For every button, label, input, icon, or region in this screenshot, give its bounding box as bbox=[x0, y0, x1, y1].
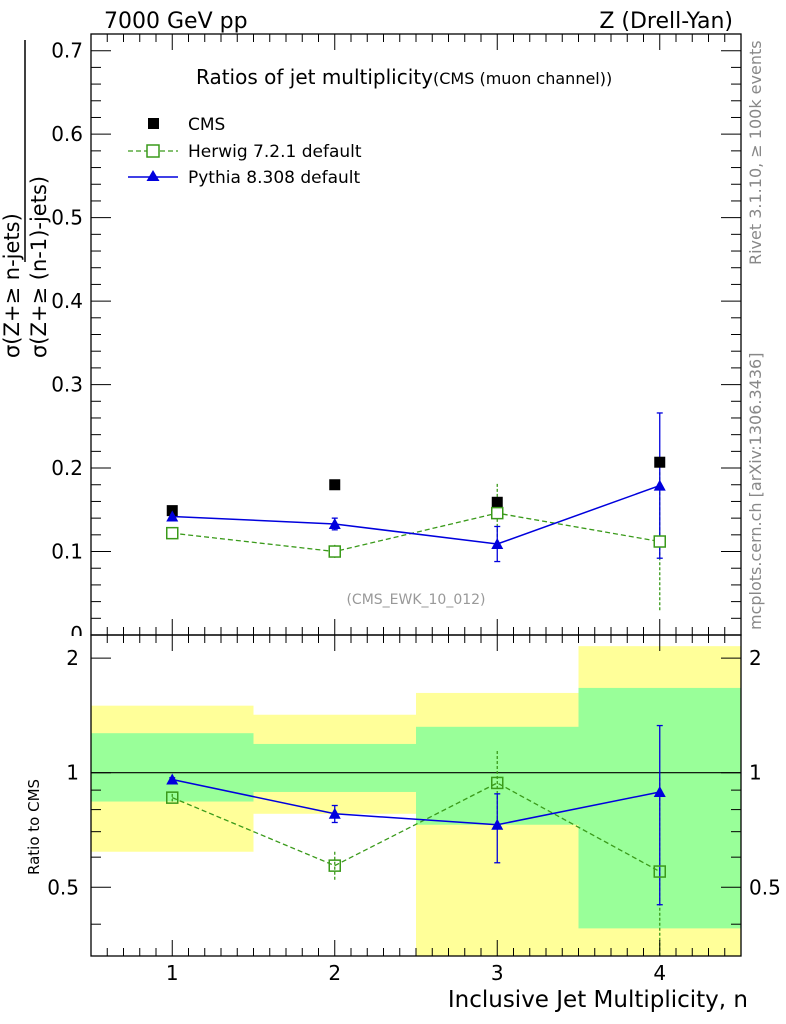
legend-herwig-label: Herwig 7.2.1 default bbox=[188, 142, 362, 162]
herwig-marker bbox=[653, 535, 666, 548]
ratio-y-tick-label: 2 bbox=[66, 646, 79, 670]
pythia-marker bbox=[491, 538, 504, 550]
main-y-tick-label: 0.3 bbox=[51, 373, 83, 397]
ratio-bands bbox=[91, 646, 741, 956]
legend: CMS Herwig 7.2.1 default Pythia 8.308 de… bbox=[128, 115, 362, 188]
herwig-ratio-marker bbox=[328, 859, 341, 872]
pythia-marker bbox=[653, 479, 666, 491]
ratio-plot-layer bbox=[166, 724, 666, 956]
legend-cms-label: CMS bbox=[188, 115, 225, 135]
cms-marker bbox=[329, 479, 341, 491]
chart-title: Ratios of jet multiplicity(CMS (muon cha… bbox=[196, 65, 612, 89]
pythia-ratio-marker bbox=[166, 773, 179, 785]
x-tick-label: 1 bbox=[166, 961, 179, 985]
herwig-ratio-line bbox=[171, 782, 661, 873]
ratio-y-axis-label: Ratio to CMS bbox=[25, 779, 43, 875]
main-y-tick-label: 0.2 bbox=[51, 456, 83, 480]
main-y-tick-label: 0.1 bbox=[51, 540, 83, 564]
x-tick-label: 3 bbox=[491, 961, 504, 985]
herwig-ratio-marker bbox=[491, 776, 504, 790]
header-right: Z (Drell-Yan) bbox=[599, 9, 733, 34]
ratio-y-tick-label-right: 1 bbox=[749, 761, 762, 785]
x-tick-label: 4 bbox=[653, 961, 666, 985]
main-y-tick-label: 0.6 bbox=[51, 122, 83, 146]
pythia-ratio-marker bbox=[328, 807, 341, 819]
x-axis-label: Inclusive Jet Multiplicity, n bbox=[448, 987, 748, 1013]
main-plot-layer bbox=[166, 412, 666, 611]
rivet-label: Rivet 3.1.10, ≥ 100k events bbox=[746, 40, 765, 265]
y-label-denominator: σ(Z+≥ (n-1)-jets) bbox=[27, 176, 51, 358]
herwig-ratio-marker bbox=[166, 791, 179, 804]
legend-herwig-marker bbox=[146, 144, 160, 158]
analysis-id: (CMS_EWK_10_012) bbox=[346, 592, 485, 608]
pythia-ratio-marker bbox=[653, 785, 666, 797]
main-y-tick-label: 0.4 bbox=[51, 289, 83, 313]
herwig-line bbox=[172, 512, 660, 553]
pythia-ratio-line bbox=[172, 778, 660, 826]
mcplots-label: mcplots.cern.ch [arXiv:1306.3436] bbox=[746, 353, 765, 630]
herwig-marker bbox=[328, 545, 341, 558]
pythia-marker bbox=[166, 510, 179, 522]
zero-label-mask bbox=[66, 636, 90, 646]
main-y-axis-label: σ(Z+≥ n-jets) σ(Z+≥ (n-1)-jets) bbox=[0, 40, 51, 358]
cms-marker bbox=[491, 496, 503, 508]
legend-pythia-marker bbox=[146, 170, 160, 181]
header-left: 7000 GeV pp bbox=[104, 9, 248, 34]
x-tick-label: 2 bbox=[328, 961, 341, 985]
herwig-marker bbox=[166, 526, 179, 540]
ratio-y-tick-label-right: 2 bbox=[749, 646, 762, 670]
pythia-ratio-marker bbox=[491, 818, 504, 830]
pythia-line bbox=[172, 484, 661, 545]
pythia-marker bbox=[328, 517, 341, 529]
ratio-y-tick-label: 0.5 bbox=[47, 875, 79, 899]
ratio-y-tick-label: 1 bbox=[66, 761, 79, 785]
herwig-marker bbox=[491, 506, 504, 520]
axes-layer: 1 2 3 40.10.20.30.40.50.60.700.5 0.51 12 2 bbox=[47, 33, 781, 985]
ratio-y-tick-label-right: 0.5 bbox=[749, 875, 781, 899]
legend-cms-marker bbox=[148, 118, 159, 129]
main-y-tick-label: 0.5 bbox=[51, 206, 83, 230]
chart-title-sub: (CMS (muon channel)) bbox=[433, 69, 612, 88]
cms-marker bbox=[654, 456, 666, 468]
ratio-band-inner bbox=[253, 743, 416, 792]
legend-pythia-label: Pythia 8.308 default bbox=[188, 168, 361, 188]
y-label-numerator: σ(Z+≥ n-jets) bbox=[0, 213, 24, 358]
main-y-tick-label: 0.7 bbox=[51, 39, 83, 63]
herwig-ratio-marker bbox=[653, 865, 666, 878]
chart-title-main: Ratios of jet multiplicity bbox=[196, 65, 433, 89]
